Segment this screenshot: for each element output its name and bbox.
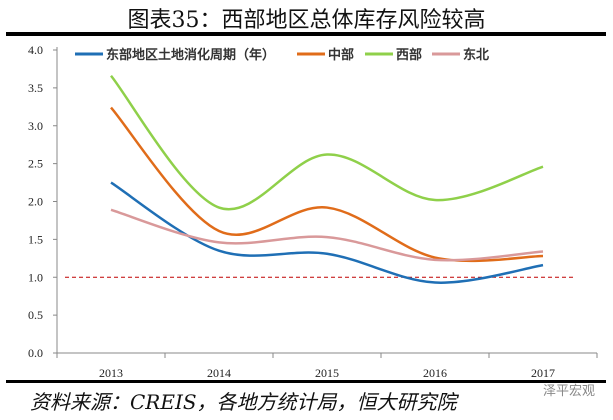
source-note: 资料来源：CREIS，各地方统计局，恒大研究院 <box>30 390 457 414</box>
legend-label-1: 中部 <box>328 47 354 63</box>
x-tick-label: 2016 <box>423 366 447 380</box>
y-tick-label: 0.5 <box>28 308 43 322</box>
line-chart: 0.0 0.5 1.0 1.5 2.0 2.5 3.0 3.5 4.0 2013 2014 2015 2… <box>28 43 598 380</box>
chart-title: 图表35：西部地区总体库存风险较高 <box>127 8 486 33</box>
y-tick-label: 2.0 <box>28 195 43 209</box>
x-tick-label: 2014 <box>207 366 231 380</box>
bottom-divider <box>6 380 606 383</box>
y-tick-label: 3.5 <box>28 81 43 95</box>
legend-label-3: 东北 <box>463 47 489 63</box>
y-tick-label: 3.0 <box>28 119 43 133</box>
y-tick-label: 1.0 <box>28 270 43 284</box>
legend-label-2: 西部 <box>396 47 422 63</box>
legend-label-0: 东部地区土地消化周期（年） <box>106 47 275 63</box>
top-divider <box>6 32 606 36</box>
y-tick-label: 2.5 <box>28 157 43 171</box>
y-tick-label: 1.5 <box>28 232 43 246</box>
y-tick-label: 0.0 <box>28 346 43 360</box>
y-tick-label: 4.0 <box>28 43 43 57</box>
series-line-2 <box>110 74 544 211</box>
x-tick-label: 2015 <box>315 366 339 380</box>
x-tick-label: 2017 <box>531 366 555 380</box>
x-tick-label: 2013 <box>99 366 123 380</box>
watermark: 泽平宏观 <box>542 384 595 399</box>
